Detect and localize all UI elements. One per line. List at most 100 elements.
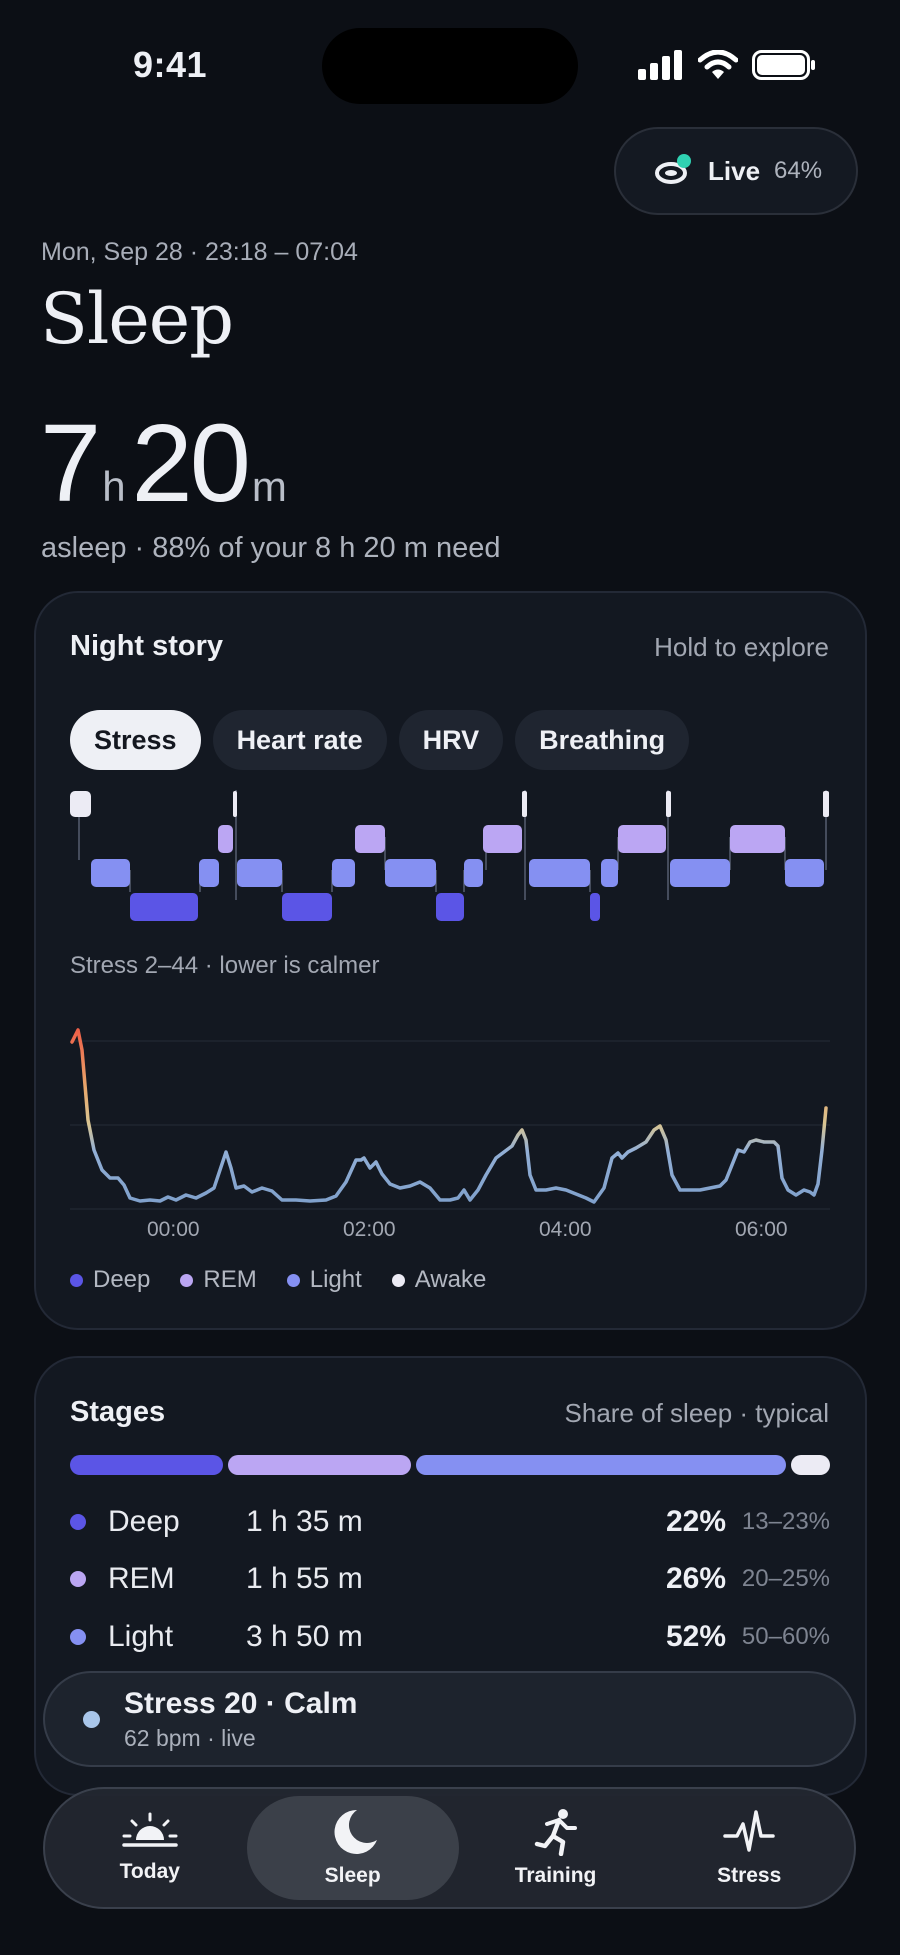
toast-title: Stress 20 · Calm (124, 1686, 358, 1720)
date-range: Mon, Sep 28 · 23:18 – 07:04 (41, 238, 358, 266)
chip-stress[interactable]: Stress (70, 710, 201, 770)
live-label: Live (708, 155, 761, 186)
tab-today[interactable]: Today (53, 1796, 247, 1900)
stage-dot (70, 1629, 86, 1645)
legend-awake: Awake (391, 1266, 487, 1294)
live-device-pill[interactable]: Live 64% (614, 127, 858, 215)
stage-block-deep (282, 893, 332, 921)
moon-icon (334, 1809, 377, 1854)
legend-dot (286, 1273, 300, 1287)
tab-training[interactable]: Training (459, 1796, 653, 1900)
tab-label: Stress (717, 1864, 782, 1887)
stage-row-deep[interactable]: Deep 1 h 35 m 22% 13–23% (70, 1502, 830, 1542)
stage-block-awake (70, 791, 91, 817)
duration-minutes: 20 (131, 402, 251, 525)
stage-block-light (332, 859, 355, 887)
stage-block-light (237, 859, 282, 887)
legend-label: Light (309, 1266, 362, 1293)
battery-icon (752, 50, 815, 80)
stress-series-line (70, 1028, 828, 1204)
stage-name: REM (108, 1562, 175, 1595)
stage-typical: 20–25% (741, 1565, 830, 1592)
stage-block-awake (233, 791, 237, 817)
duration-hours: 7 (40, 402, 101, 525)
stage-typical: 50–60% (741, 1623, 830, 1650)
minutes-unit: m (251, 463, 287, 510)
hypnogram[interactable] (0, 780, 900, 930)
stage-duration: 1 h 35 m (246, 1505, 363, 1538)
stage-row-rem[interactable]: REM 1 h 55 m 26% 20–25% (70, 1559, 830, 1599)
stage-percent: 22% (665, 1505, 726, 1538)
stress-line-chart[interactable] (0, 1010, 900, 1240)
stage-block-rem (355, 825, 385, 853)
stage-legend: Deep REM Light Awake (70, 1266, 486, 1294)
stage-duration: 3 h 50 m (246, 1620, 363, 1653)
x-axis-ticks: 00:00 02:00 04:00 06:00 (70, 1218, 830, 1248)
legend-label: REM (203, 1266, 257, 1293)
stage-block-rem (618, 825, 666, 853)
ring-device-icon (655, 154, 691, 184)
stage-block-light (670, 859, 730, 887)
stage-block-rem (730, 825, 785, 853)
stage-share-bar (70, 1455, 830, 1475)
stage-block-deep (436, 893, 464, 921)
cellular-signal-icon (638, 50, 682, 80)
x-tick: 04:00 (539, 1218, 592, 1241)
stage-block-deep (130, 893, 198, 921)
stage-block-rem (483, 825, 522, 853)
legend-dot (391, 1273, 405, 1287)
night-story-title: Night story (70, 630, 224, 662)
tab-sleep[interactable]: Sleep (246, 1796, 459, 1900)
stage-block-awake (823, 791, 829, 817)
stage-dot (70, 1571, 86, 1587)
live-stress-toast[interactable]: Stress 20 · Calm 62 bpm · live (43, 1671, 856, 1767)
chip-breathing[interactable]: Breathing (515, 710, 690, 770)
page-title: Sleep (40, 278, 234, 360)
legend-dot (180, 1273, 194, 1287)
status-icons (638, 48, 816, 82)
tab-label: Today (119, 1860, 180, 1883)
toast-text: Stress 20 · Calm 62 bpm · live (124, 1687, 357, 1752)
x-tick: 06:00 (735, 1218, 788, 1241)
dynamic-island (322, 28, 578, 104)
stage-block-rem (218, 825, 233, 853)
pulse-icon (723, 1810, 775, 1852)
stage-dot (70, 1514, 86, 1530)
stage-percent: 52% (665, 1620, 726, 1653)
tab-bar: Today Sleep Training Stress (43, 1787, 856, 1909)
share-segment-light (416, 1455, 786, 1475)
stage-duration: 1 h 55 m (246, 1562, 363, 1595)
live-indicator-dot (83, 1710, 100, 1728)
runner-icon (534, 1809, 577, 1856)
legend-label: Awake (414, 1266, 487, 1293)
night-story-hint: Hold to explore (654, 632, 829, 662)
stage-row-light[interactable]: Light 3 h 50 m 52% 50–60% (70, 1617, 830, 1657)
stages-title: Stages (70, 1396, 166, 1428)
tab-label: Training (514, 1864, 597, 1887)
stage-typical: 13–23% (741, 1508, 830, 1535)
stage-block-awake (666, 791, 671, 817)
x-tick: 02:00 (343, 1218, 396, 1241)
share-segment-rem (228, 1455, 411, 1475)
legend-deep: Deep (70, 1266, 150, 1294)
chip-heart-rate[interactable]: Heart rate (212, 710, 387, 770)
stage-block-light (601, 859, 618, 887)
chip-hrv[interactable]: HRV (398, 710, 504, 770)
stages-hint: Share of sleep · typical (564, 1398, 829, 1428)
stage-block-light (464, 859, 483, 887)
stage-block-awake (522, 791, 527, 817)
stage-block-light (91, 859, 130, 887)
wifi-icon (698, 50, 738, 79)
tab-stress[interactable]: Stress (652, 1796, 846, 1900)
stage-block-light (785, 859, 824, 887)
toast-subtitle: 62 bpm · live (124, 1724, 256, 1751)
legend-light: Light (286, 1266, 362, 1294)
sleep-summary: asleep · 88% of your 8 h 20 m need (41, 532, 501, 564)
stage-block-deep (590, 893, 600, 921)
legend-dot (70, 1273, 83, 1287)
status-time: 9:41 (133, 44, 208, 85)
stage-blocks (70, 791, 829, 921)
stage-name: Deep (108, 1505, 180, 1538)
stage-name: Light (108, 1620, 174, 1653)
device-battery: 64% (774, 157, 823, 184)
